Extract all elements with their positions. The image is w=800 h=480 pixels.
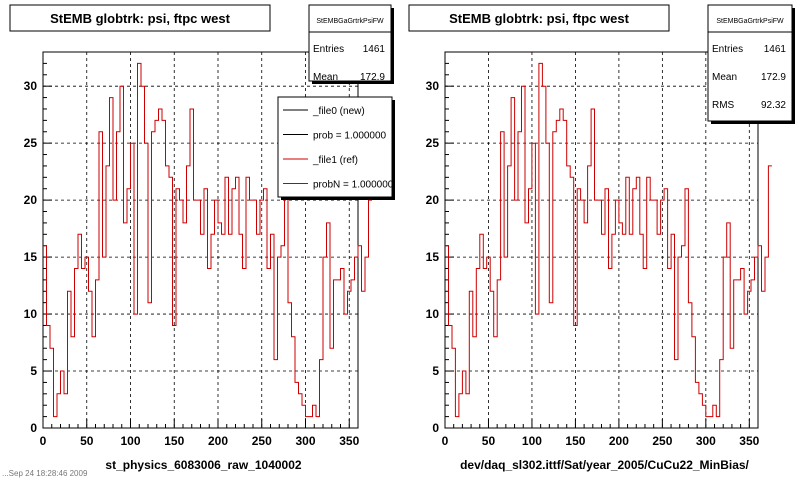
legend-box	[277, 96, 393, 198]
stats-label: Entries	[712, 44, 743, 55]
x-tick-label: 100	[120, 434, 140, 448]
x-tick-label: 350	[339, 434, 359, 448]
chart-title: StEMB globtrk: psi, ftpc west	[50, 11, 231, 26]
stats-label: Mean	[712, 72, 737, 83]
stats-value: 1461	[764, 44, 787, 55]
x-tick-label: 200	[609, 434, 629, 448]
x-axis-label: dev/daq_sl302.ittf/Sat/year_2005/CuCu22_…	[460, 458, 749, 472]
stats-label: RMS	[712, 100, 735, 111]
stats-value: 1461	[363, 44, 386, 55]
y-tick-label: 25	[24, 136, 38, 150]
x-tick-label: 300	[696, 434, 716, 448]
footer-timestamp: ...Sep 24 18:28:46 2009	[2, 469, 88, 478]
stats-name: StEMBGaGrtrkPsiFW	[716, 18, 784, 25]
x-tick-label: 250	[252, 434, 272, 448]
y-tick-label: 30	[24, 79, 38, 93]
stats-value: 172.9	[761, 72, 786, 83]
chart-panel-1: 0 50 100 150 200 250 300 350 0 5 10 15 20 25 30 StEMB g…	[9, 4, 395, 472]
stats-value: 172.9	[360, 72, 385, 83]
x-tick-label: 300	[295, 434, 315, 448]
legend: _file0 (new) prob = 1.000000 _file1 (ref) p…	[277, 96, 395, 200]
x-tick-label: 200	[208, 434, 228, 448]
y-tick-label: 20	[426, 193, 440, 207]
y-tick-label: 20	[24, 193, 38, 207]
stats-box	[707, 4, 793, 122]
y-tick-label: 25	[426, 136, 440, 150]
stats-value: 92.32	[761, 100, 786, 111]
y-tick-label: 15	[24, 250, 38, 264]
stats-label: Entries	[313, 44, 344, 55]
x-tick-label: 0	[442, 434, 449, 448]
title-box	[408, 4, 670, 32]
chart-panel-2: 0 50 100 150 200 250 300 350 0 5 10 15 20 25 30 StEMB g…	[408, 4, 795, 472]
stats-box	[308, 4, 392, 82]
title-box	[9, 4, 271, 32]
y-tick-label: 10	[426, 307, 440, 321]
y-tick-label: 15	[426, 250, 440, 264]
x-tick-label: 250	[652, 434, 672, 448]
stats-label: Mean	[313, 72, 338, 83]
x-tick-label: 50	[80, 434, 94, 448]
legend-label: _file0 (new)	[312, 106, 365, 117]
legend-label: probN = 1.000000	[313, 180, 394, 191]
histogram-series-1	[445, 62, 772, 418]
y-tick-label: 0	[432, 421, 439, 435]
x-tick-label: 0	[40, 434, 47, 448]
y-tick-label: 5	[432, 364, 439, 378]
x-tick-label: 150	[164, 434, 184, 448]
y-tick-label: 30	[426, 79, 440, 93]
legend-label: _file1 (ref)	[312, 155, 358, 166]
y-tick-label: 10	[24, 307, 38, 321]
chart-title: StEMB globtrk: psi, ftpc west	[449, 11, 630, 26]
y-tick-label: 5	[30, 364, 37, 378]
x-axis-label: st_physics_6083006_raw_1040002	[105, 458, 301, 472]
histogram-series-1	[43, 62, 372, 418]
x-tick-label: 150	[565, 434, 585, 448]
y-tick-label: 0	[30, 421, 37, 435]
x-tick-label: 50	[482, 434, 496, 448]
stats-name: StEMBGaGrtrkPsiFW	[316, 18, 384, 25]
legend-label: prob = 1.000000	[313, 131, 387, 142]
x-tick-label: 350	[739, 434, 759, 448]
x-tick-label: 100	[522, 434, 542, 448]
